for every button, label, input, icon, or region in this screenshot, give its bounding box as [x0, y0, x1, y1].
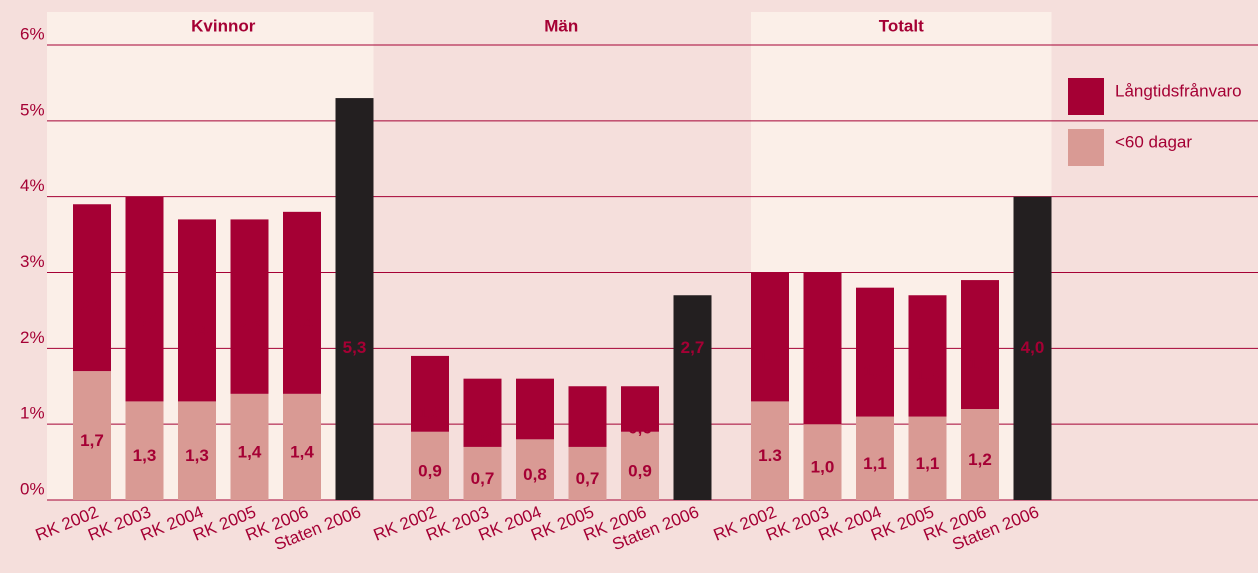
legend-label: <60 dagar	[1115, 132, 1192, 151]
bar-segment	[178, 401, 216, 500]
bar-segment	[411, 355, 449, 432]
value-label: 0,7	[576, 469, 600, 488]
group-title: Totalt	[879, 16, 924, 35]
group-title: Män	[544, 16, 578, 35]
bar-segment	[178, 219, 216, 402]
value-label: 2,4	[185, 320, 209, 339]
value-label: 1,2	[968, 450, 992, 469]
bar-segment	[463, 378, 502, 447]
legend-swatch	[1068, 129, 1104, 166]
value-label: 0,7	[471, 469, 495, 488]
value-label: 2,2	[80, 297, 104, 316]
bar-segment	[516, 439, 554, 500]
bar-segment	[516, 378, 554, 440]
value-label: 1,3	[185, 446, 209, 465]
value-label: 1.3	[758, 446, 782, 465]
bar-segment	[751, 401, 789, 500]
value-label: 1,7	[863, 362, 887, 381]
value-label: 1,0	[811, 458, 835, 477]
value-label: 0,8	[523, 418, 547, 437]
value-label: 1,7	[80, 431, 104, 450]
value-label: 4,0	[1021, 338, 1045, 357]
bar-segment	[568, 446, 607, 500]
bar-segment	[908, 416, 947, 500]
value-label: 5,3	[343, 338, 367, 357]
bar-segment	[125, 196, 164, 402]
bar-segment	[961, 409, 999, 500]
bar-segment	[125, 401, 164, 500]
y-tick-label: 5%	[20, 100, 45, 119]
bar-segment	[73, 204, 111, 372]
value-label: 2,4	[290, 312, 314, 331]
value-label: 0,8	[523, 465, 547, 484]
legend-swatch	[1068, 78, 1104, 115]
bar-segment	[751, 272, 789, 402]
value-label: 0,8	[576, 426, 600, 445]
bar-segment	[961, 280, 999, 409]
value-label: 1,0	[418, 403, 442, 422]
value-label: 2,3	[238, 316, 262, 335]
bar-segment	[856, 287, 894, 417]
bar-segment	[621, 386, 659, 432]
legend-label: Långtidsfrånvaro	[1115, 81, 1242, 100]
y-tick-label: 2%	[20, 328, 45, 347]
y-tick-label: 3%	[20, 252, 45, 271]
value-label: 0,9	[418, 461, 442, 480]
bar-segment	[621, 431, 659, 500]
bar-segment	[856, 416, 894, 500]
bar-segment	[568, 386, 607, 447]
value-label: 0,6	[628, 418, 652, 437]
bar-segment	[803, 272, 842, 425]
value-label: 1,6	[916, 365, 940, 384]
bar-segment	[335, 98, 374, 500]
value-label: 1,1	[916, 454, 940, 473]
y-tick-label: 0%	[20, 479, 45, 498]
value-label: 1,3	[133, 446, 157, 465]
y-tick-label: 4%	[20, 176, 45, 195]
bar-segment	[283, 211, 321, 394]
group-title: Kvinnor	[191, 16, 256, 35]
value-label: 0,9	[628, 461, 652, 480]
value-label: 0,9	[471, 422, 495, 441]
bar-segment	[283, 393, 321, 500]
value-label: 1,4	[290, 442, 314, 461]
bar-segment	[803, 424, 842, 500]
value-label: 1,7	[968, 354, 992, 373]
bar-segment	[411, 431, 449, 500]
value-label: 1,7	[758, 346, 782, 365]
bar-segment	[1013, 196, 1052, 500]
value-label: 2,0	[811, 358, 835, 377]
value-label: 1,1	[863, 454, 887, 473]
value-label: 2,7	[133, 309, 157, 328]
value-label: 2,7	[681, 338, 705, 357]
bar-segment	[908, 295, 947, 417]
group-panel	[751, 12, 1052, 500]
bar-segment	[230, 219, 269, 394]
bar-segment	[73, 371, 111, 500]
bar-segment	[673, 295, 712, 500]
bar-segment	[230, 393, 269, 500]
value-label: 1,4	[238, 442, 262, 461]
bar-segment	[463, 446, 502, 500]
y-tick-label: 6%	[20, 24, 45, 43]
y-tick-label: 1%	[20, 404, 45, 423]
